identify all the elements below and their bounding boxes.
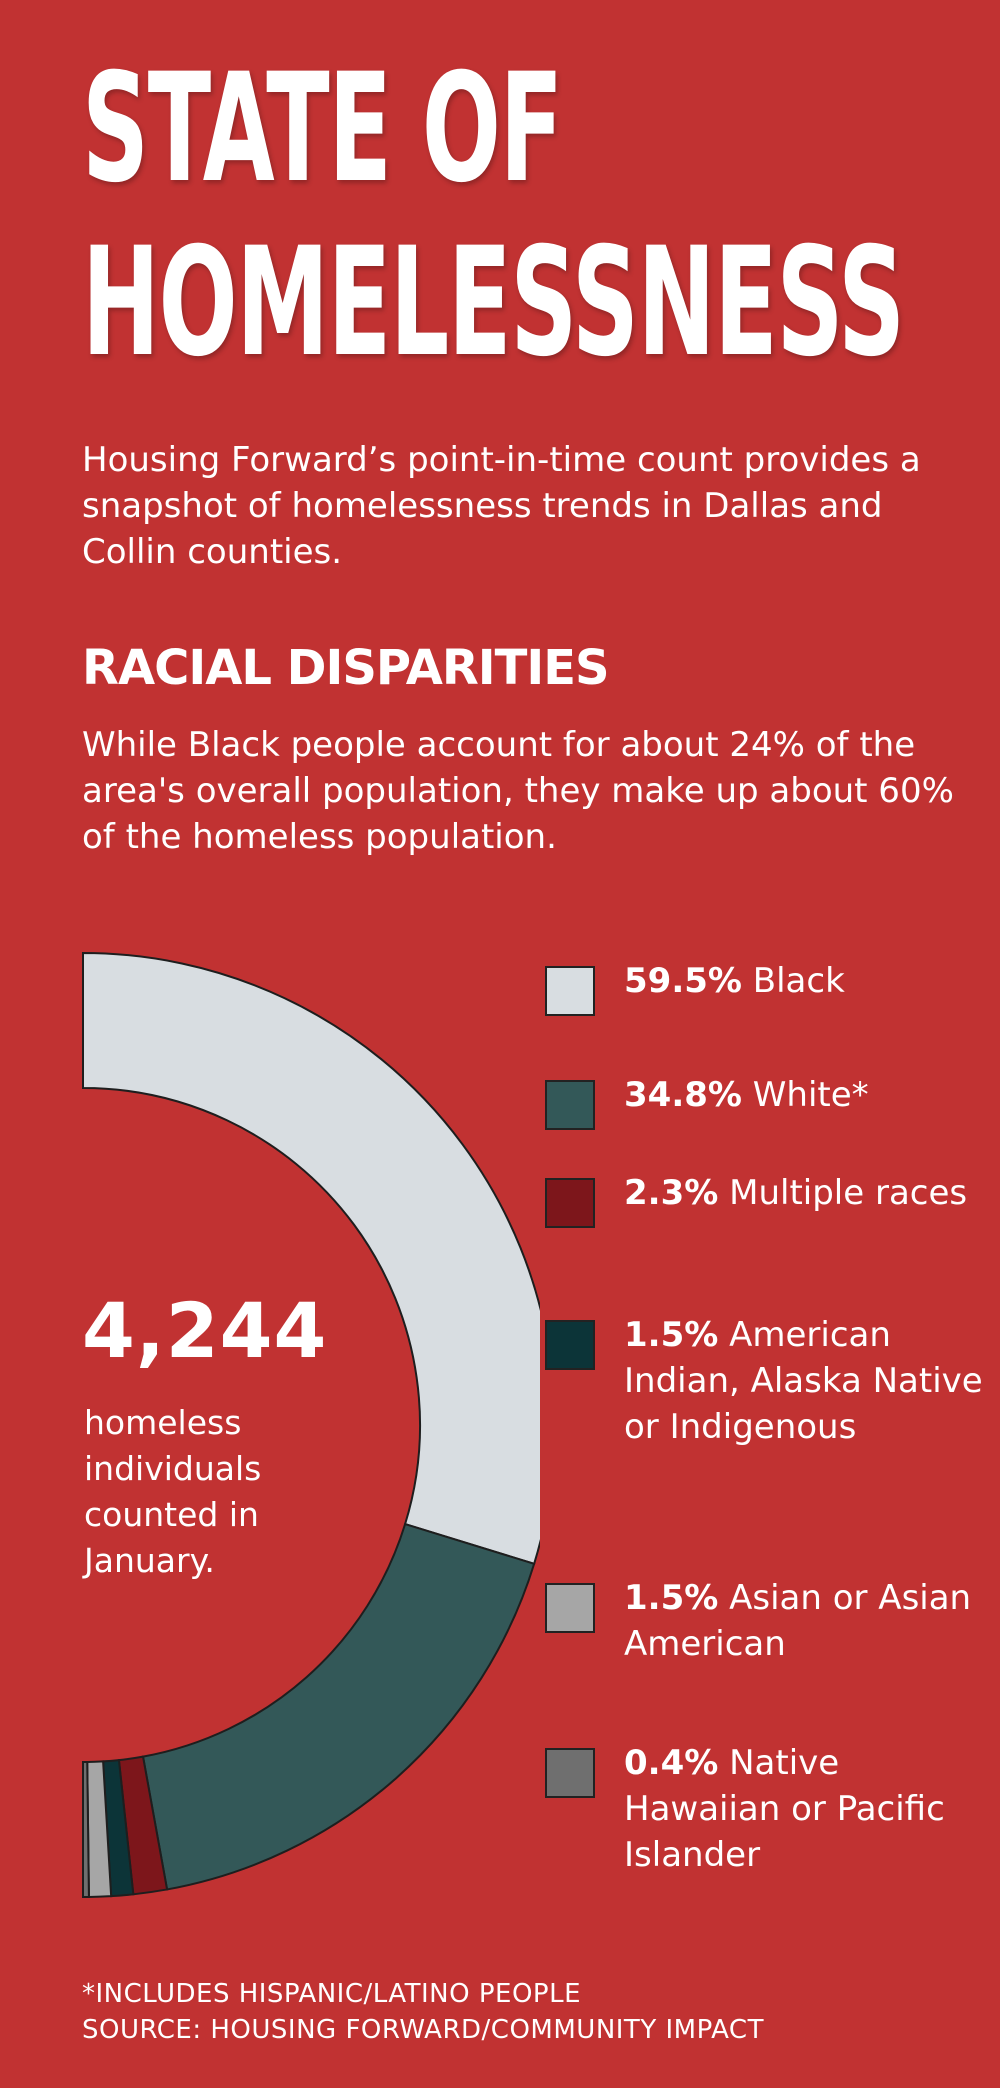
legend-swatch-black [545, 966, 595, 1016]
legend-name: Multiple races [729, 1173, 968, 1213]
legend-label-american-indian: 1.5% American Indian, Alaska Native or I… [624, 1312, 994, 1450]
legend-pct: 34.8% [624, 1075, 742, 1115]
section-description: While Black people account for about 24%… [82, 725, 954, 857]
legend-swatch-asian [545, 1583, 595, 1633]
legend-pct: 1.5% [624, 1578, 719, 1618]
footnote: *INCLUDES HISPANIC/LATINO PEOPLE SOURCE:… [82, 1976, 764, 2048]
total-count: 4,244 [82, 1286, 328, 1375]
title-line-2: HOMELESSNESS [82, 216, 905, 390]
half-donut-chart [82, 951, 540, 1899]
total-count-caption: homeless individuals counted in January. [84, 1403, 262, 1580]
legend-swatch-white [545, 1080, 595, 1130]
legend-name: Asian or Asian American [624, 1578, 972, 1664]
footnote-source: SOURCE: HOUSING FORWARD/COMMUNITY IMPACT [82, 2015, 764, 2045]
legend-label-native-hawaiian: 0.4% Native Hawaiian or Pacific Islander [624, 1740, 994, 1878]
legend-name: American Indian, Alaska Native or Indige… [624, 1315, 983, 1447]
legend-name: White* [752, 1075, 869, 1115]
page-title: STATE OF HOMELESSNESS [82, 42, 905, 390]
legend-name: Native Hawaiian or Pacific Islander [624, 1743, 945, 1875]
legend-pct: 59.5% [624, 961, 742, 1001]
section-heading: RACIAL DISPARITIES [82, 640, 610, 696]
donut-slice-black [82, 951, 540, 1566]
legend-name: Black [752, 961, 845, 1001]
legend-label-black: 59.5% Black [624, 958, 994, 1004]
legend-label-multiple-races: 2.3% Multiple races [624, 1170, 994, 1216]
legend-swatch-american-indian [545, 1320, 595, 1370]
donut-slice-native-hawaiian-or-pacific-islander [82, 1760, 90, 1899]
title-line-1: STATE OF [82, 42, 563, 216]
legend-swatch-multiple-races [545, 1178, 595, 1228]
legend-pct: 2.3% [624, 1173, 719, 1213]
legend-label-asian: 1.5% Asian or Asian American [624, 1575, 994, 1667]
footnote-note: *INCLUDES HISPANIC/LATINO PEOPLE [82, 1979, 582, 2009]
legend-swatch-native-hawaiian [545, 1748, 595, 1798]
legend-pct: 1.5% [624, 1315, 719, 1355]
legend-pct: 0.4% [624, 1743, 719, 1783]
legend-label-white: 34.8% White* [624, 1072, 994, 1118]
intro-text: Housing Forward’s point-in-time count pr… [82, 440, 921, 572]
